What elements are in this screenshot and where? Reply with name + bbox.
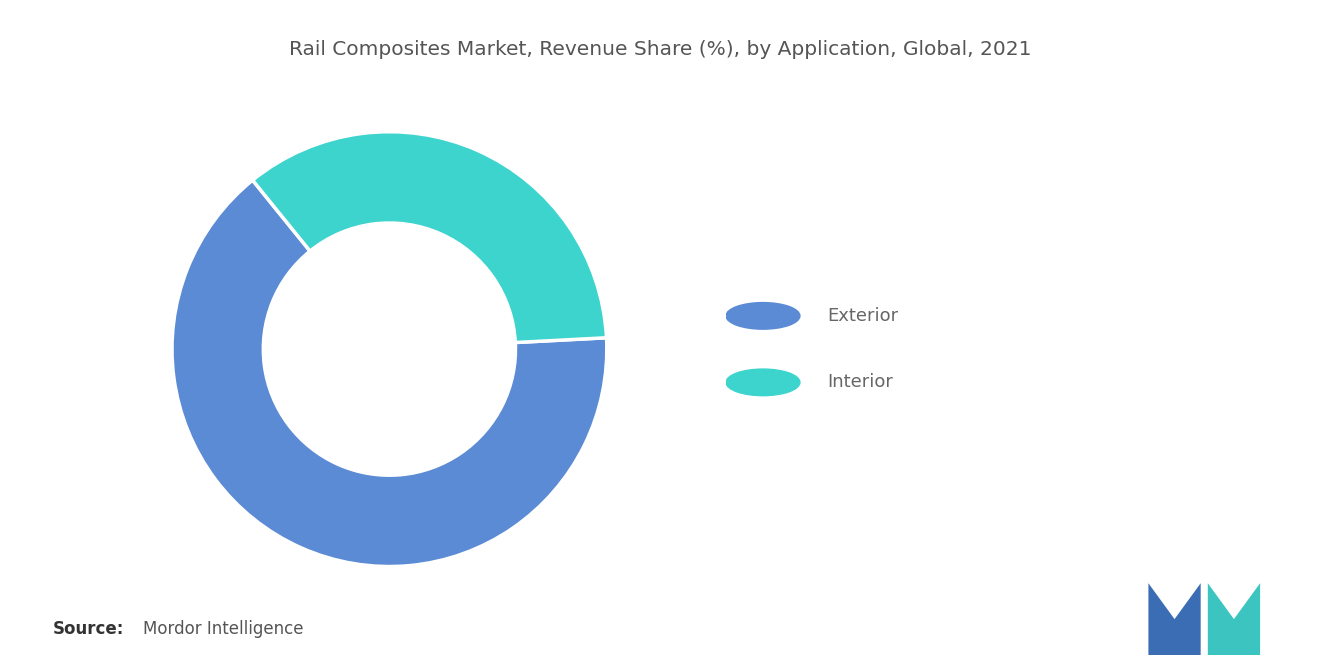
Text: Source:: Source: xyxy=(53,620,124,638)
Circle shape xyxy=(726,369,800,396)
Wedge shape xyxy=(252,132,606,342)
Text: Interior: Interior xyxy=(828,373,894,392)
Text: Mordor Intelligence: Mordor Intelligence xyxy=(143,620,304,638)
Text: Rail Composites Market, Revenue Share (%), by Application, Global, 2021: Rail Composites Market, Revenue Share (%… xyxy=(289,40,1031,59)
Circle shape xyxy=(726,303,800,329)
Text: Exterior: Exterior xyxy=(828,307,899,325)
Wedge shape xyxy=(172,180,607,567)
